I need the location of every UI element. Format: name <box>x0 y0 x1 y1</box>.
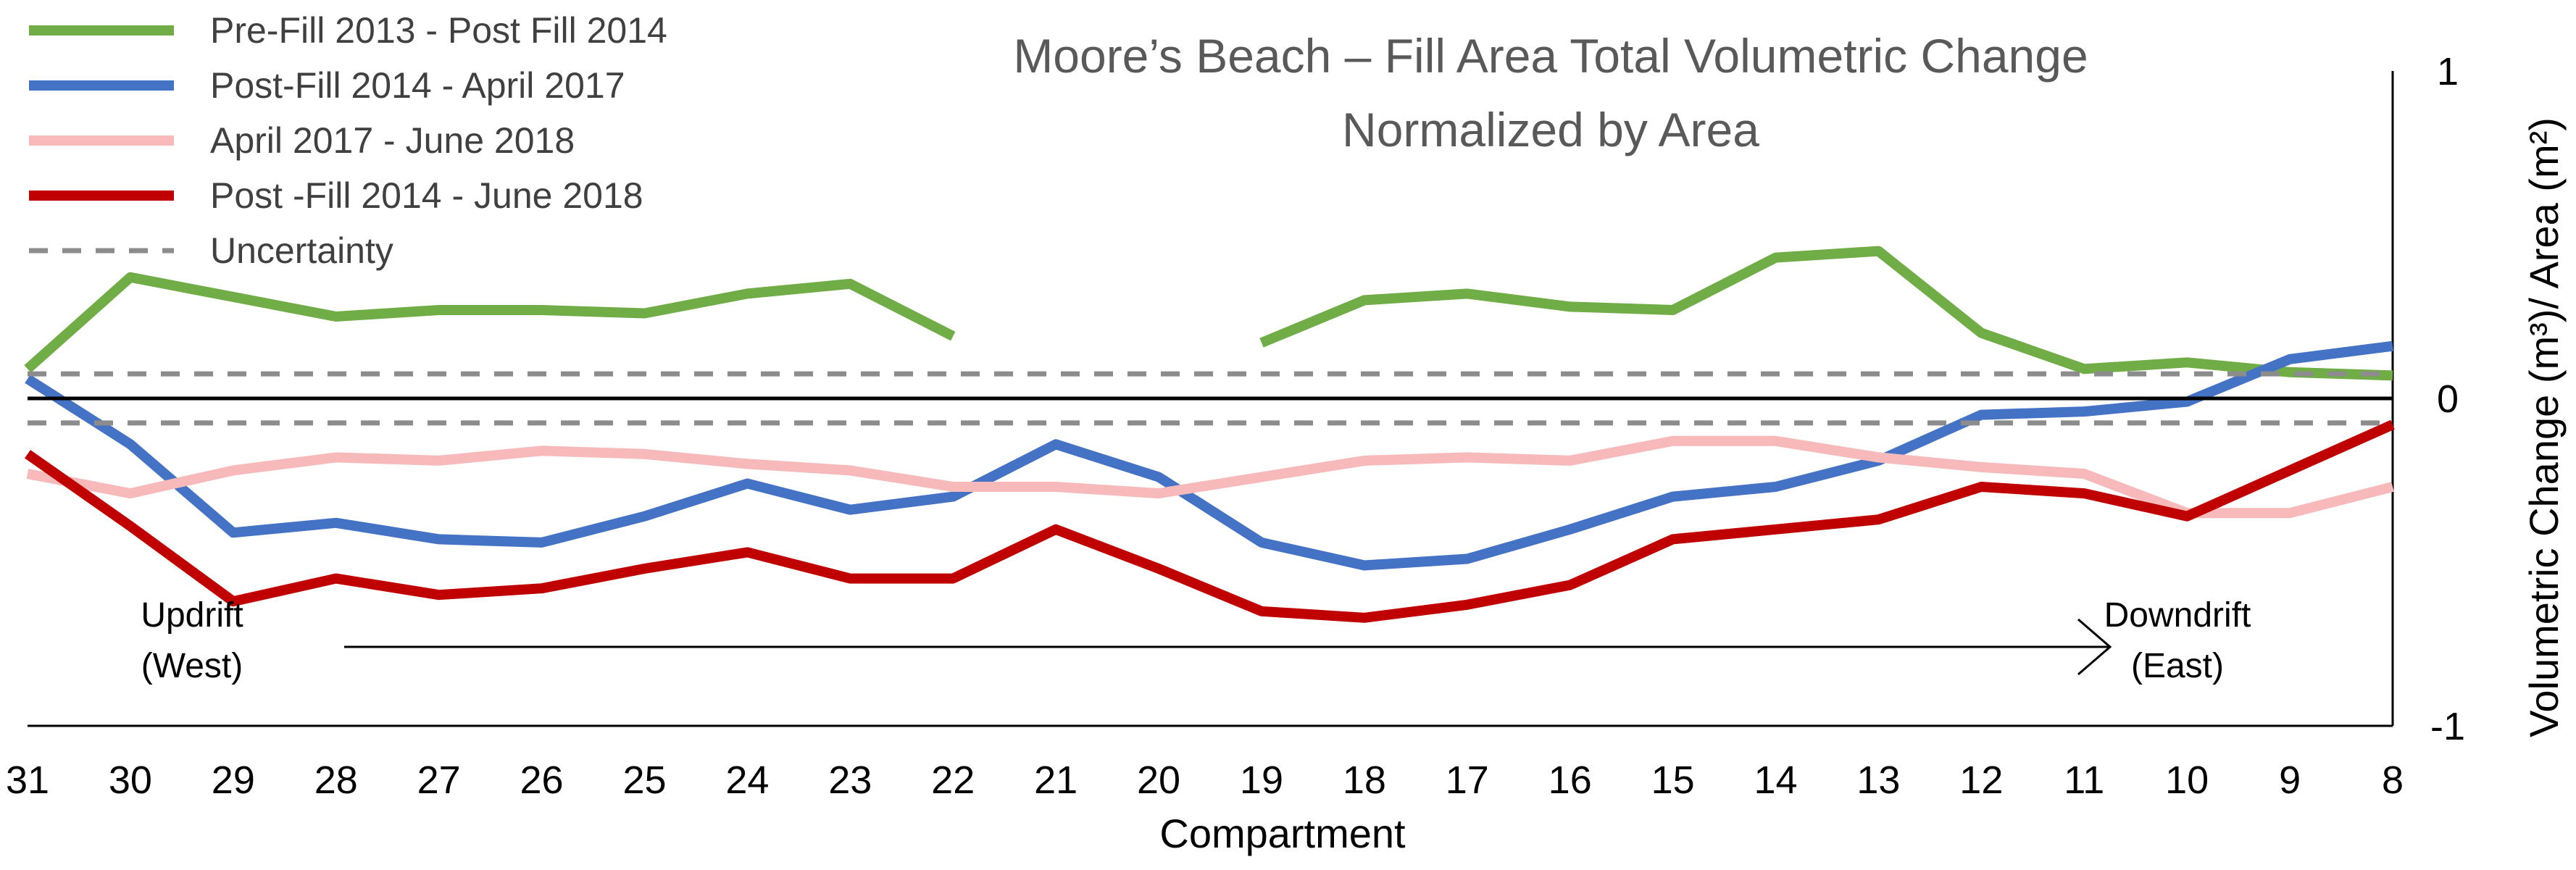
updrift-label: Updrift <box>141 596 243 635</box>
x-tick-label: 26 <box>520 758 564 802</box>
x-tick-label: 12 <box>1959 758 2003 802</box>
x-tick-label: 9 <box>2279 758 2301 802</box>
downdrift-direction-label: (East) <box>2131 647 2224 685</box>
x-tick-label: 17 <box>1446 758 1489 802</box>
y-tick-label: 0 <box>2437 377 2459 421</box>
x-axis-title: Compartment <box>1159 811 1406 856</box>
series-line-3-segment-0 <box>24 419 2395 623</box>
x-tick-label: 21 <box>1034 758 1077 802</box>
x-tick-label: 27 <box>417 758 461 802</box>
legend-label: Uncertainty <box>210 230 393 271</box>
x-tick-label: 18 <box>1343 758 1386 802</box>
x-tick-label: 11 <box>2064 758 2104 802</box>
x-tick-label: 8 <box>2382 758 2404 802</box>
legend-label: Post -Fill 2014 - June 2018 <box>210 175 643 216</box>
x-tick-label: 28 <box>314 758 358 802</box>
legend-label: April 2017 - June 2018 <box>210 120 575 161</box>
x-tick-label: 31 <box>6 758 49 802</box>
series-line-0-segment-0 <box>24 272 956 373</box>
legend-label: Post-Fill 2014 - April 2017 <box>210 65 625 106</box>
drift-arrow <box>344 618 2112 676</box>
x-tick-label: 16 <box>1548 758 1592 802</box>
x-tick-label: 23 <box>828 758 872 802</box>
x-tick-label: 24 <box>725 758 769 802</box>
chart-title-line-1: Moore’s Beach – Fill Area Total Volumetr… <box>1013 29 2088 83</box>
updrift-annotation: Updrift (West) <box>141 596 243 685</box>
tick-labels: 31 30 29 28 27 26 25 24 23 22 21 20 19 18 17 16 15 14 13 12… <box>6 50 2465 802</box>
series-line-1-segment-0 <box>25 340 2393 571</box>
x-tick-label: 10 <box>2165 758 2209 802</box>
chart-title-line-2: Normalized by Area <box>1342 103 1759 156</box>
series-line-0-segment-1 <box>1259 246 2393 381</box>
x-tick-label: 13 <box>1856 758 1900 802</box>
y-tick-label: -1 <box>2430 705 2465 748</box>
drift-arrow-head <box>2077 618 2112 676</box>
x-tick-label: 25 <box>622 758 666 802</box>
series-lines <box>24 246 2395 623</box>
y-axis-title: Volumetric Change (m³)/ Area (m²) <box>2521 117 2567 737</box>
x-tick-label: 14 <box>1754 758 1797 802</box>
x-tick-label: 29 <box>212 758 255 802</box>
series-line-2-segment-0 <box>26 435 2394 519</box>
x-tick-label: 20 <box>1137 758 1180 802</box>
x-tick-label: 30 <box>109 758 152 802</box>
updrift-direction-label: (West) <box>141 647 243 685</box>
x-tick-label: 19 <box>1240 758 1283 802</box>
x-tick-label: 15 <box>1651 758 1695 802</box>
legend: Pre-Fill 2013 - Post Fill 2014 Post-Fill … <box>29 10 667 271</box>
downdrift-annotation: Downdrift (East) <box>2104 596 2251 685</box>
downdrift-label: Downdrift <box>2104 596 2251 635</box>
legend-label: Pre-Fill 2013 - Post Fill 2014 <box>210 10 667 51</box>
y-tick-label: 1 <box>2437 50 2459 93</box>
x-tick-label: 22 <box>931 758 975 802</box>
